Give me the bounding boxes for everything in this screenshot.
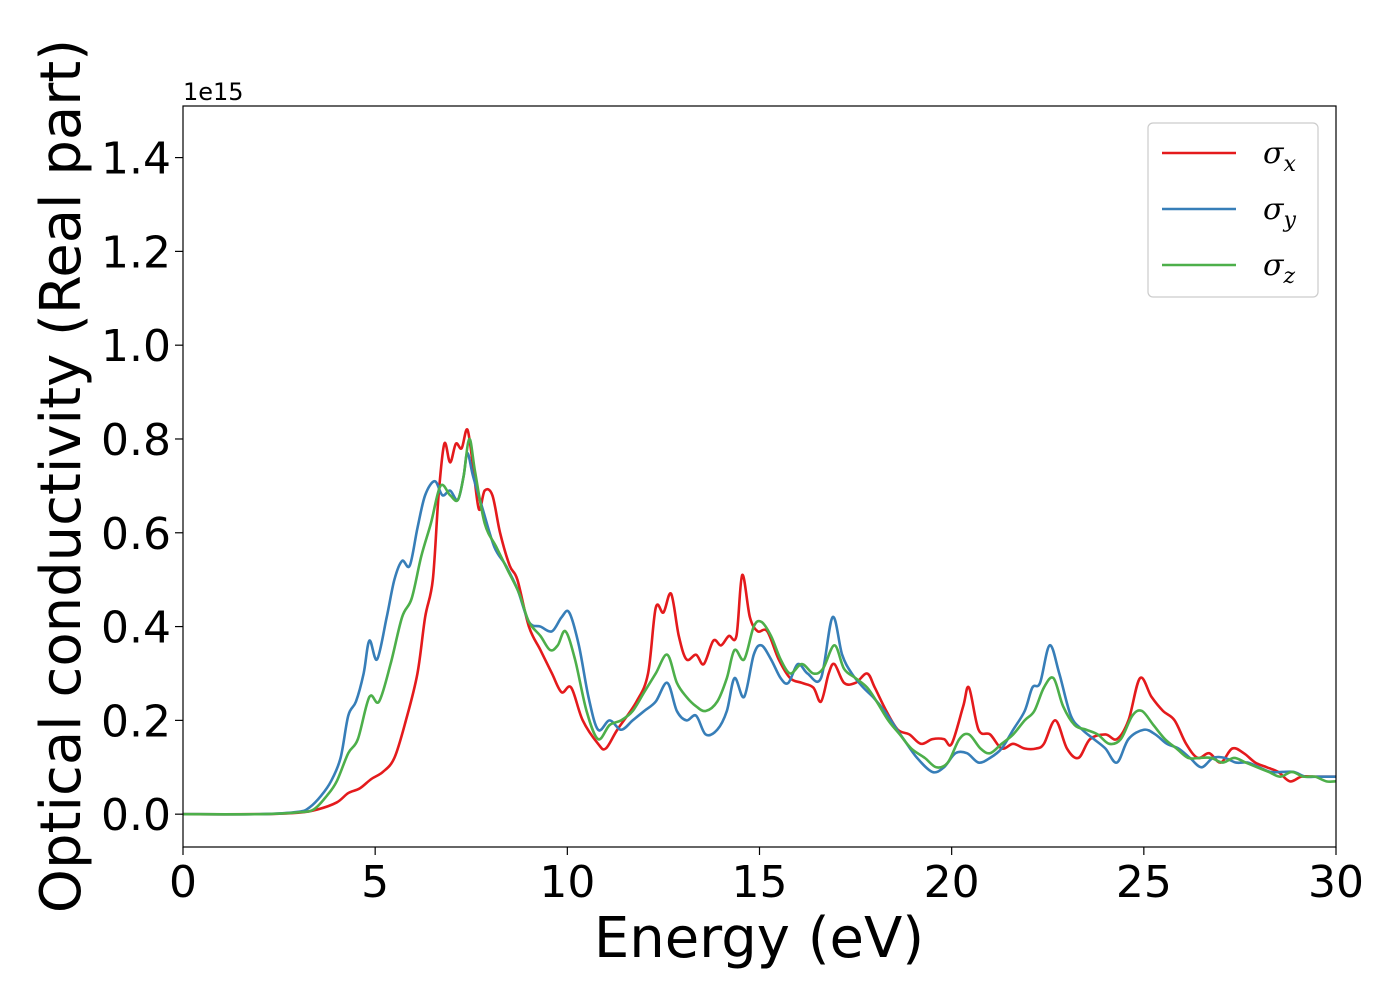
y-tick-label: 0.0 — [101, 790, 171, 841]
y-tick-label: 1.4 — [101, 134, 171, 185]
x-axis-ticks: 0 5 10 15 20 25 30 — [169, 847, 1364, 908]
y-axis-ticks: 0.0 0.2 0.4 0.6 0.8 1.0 1.2 1.4 — [101, 134, 183, 841]
y-tick-label: 1.2 — [101, 227, 171, 278]
y-tick-label: 0.4 — [101, 603, 171, 654]
series-line-z — [183, 437, 1336, 816]
y-axis-label: Optical conductivity (Real part) — [29, 39, 94, 913]
series-line-y — [183, 451, 1336, 816]
legend-label-x: σx — [1263, 136, 1296, 177]
legend-label-z: σz — [1263, 248, 1295, 289]
y-tick-label: 0.8 — [101, 415, 171, 466]
x-tick-label: 0 — [169, 857, 197, 908]
legend-label-y: σy — [1263, 192, 1296, 233]
legend: σx σy σz — [1147, 122, 1319, 298]
x-tick-label: 30 — [1308, 857, 1364, 908]
x-axis-label: Energy (eV) — [594, 906, 924, 971]
series-line-x — [183, 428, 1336, 816]
y-tick-label: 0.6 — [101, 509, 171, 560]
y-tick-label: 0.2 — [101, 696, 171, 747]
y-offset-label: 1e15 — [183, 78, 244, 106]
x-tick-label: 15 — [732, 857, 788, 908]
x-tick-label: 5 — [361, 857, 389, 908]
series-lines — [183, 428, 1336, 816]
x-tick-label: 10 — [539, 857, 595, 908]
y-tick-label: 1.0 — [101, 321, 171, 372]
plot-area — [183, 106, 1336, 847]
x-tick-label: 25 — [1116, 857, 1172, 908]
x-tick-label: 20 — [924, 857, 980, 908]
